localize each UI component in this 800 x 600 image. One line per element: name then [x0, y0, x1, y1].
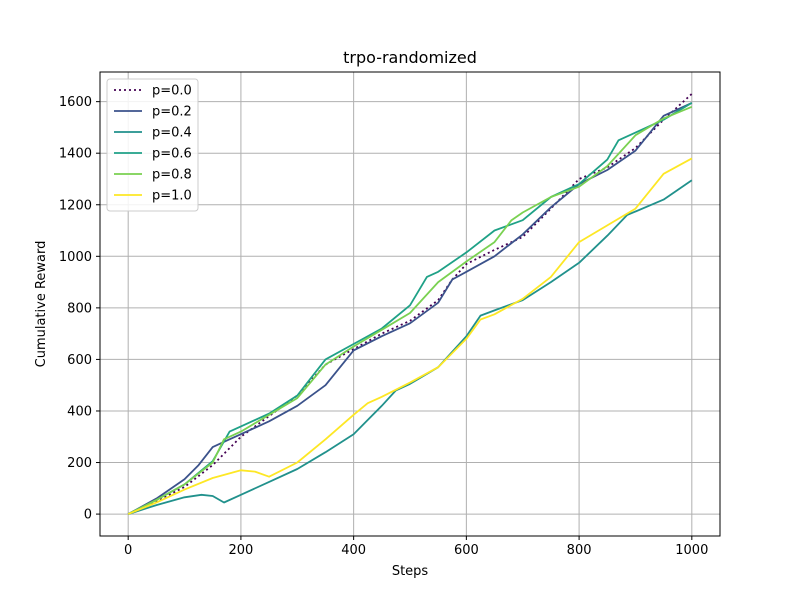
- legend-label: p=0.2: [152, 105, 192, 120]
- x-tick-label: 200: [228, 543, 253, 558]
- series-line-2: [127, 179, 693, 515]
- series-line-3: [127, 102, 693, 515]
- y-tick-label: 1600: [59, 95, 92, 110]
- plot-frame: [99, 71, 721, 537]
- y-tick-label: 200: [67, 456, 92, 471]
- y-tick-label: 1200: [59, 198, 92, 213]
- legend: p=0.0 p=0.2 p=0.4 p=0.6 p=0.8 p=1.0: [106, 78, 199, 212]
- chart-title: trpo-randomized: [343, 48, 477, 67]
- y-tick-label: 0: [84, 508, 92, 523]
- axis-ticks: 0 200 400 600 800 1000 0 200 400 600 800 1000 1200 14…: [59, 95, 708, 558]
- series-line-1: [127, 102, 693, 515]
- x-tick-label: 1000: [675, 543, 708, 558]
- y-tick-label: 400: [67, 404, 92, 419]
- series-layer: [127, 93, 693, 515]
- series-line-4: [127, 105, 693, 515]
- y-tick-label: 1000: [59, 250, 92, 265]
- series-line-5: [127, 157, 693, 515]
- y-tick-label: 1400: [59, 147, 92, 162]
- y-tick-label: 600: [67, 353, 92, 368]
- x-tick-label: 0: [124, 543, 132, 558]
- y-axis-label: Cumulative Reward: [34, 241, 49, 368]
- x-tick-label: 600: [454, 543, 479, 558]
- legend-label: p=0.6: [152, 147, 192, 162]
- legend-box: [106, 78, 199, 212]
- y-tick-label: 800: [67, 301, 92, 316]
- x-axis-label: Steps: [392, 564, 429, 579]
- legend-label: p=0.0: [152, 84, 192, 99]
- x-tick-label: 400: [341, 543, 366, 558]
- legend-label: p=0.4: [152, 126, 192, 141]
- legend-label: p=0.8: [152, 168, 192, 183]
- legend-label: p=1.0: [152, 189, 192, 204]
- x-tick-label: 800: [567, 543, 592, 558]
- grid-lines: [100, 72, 720, 536]
